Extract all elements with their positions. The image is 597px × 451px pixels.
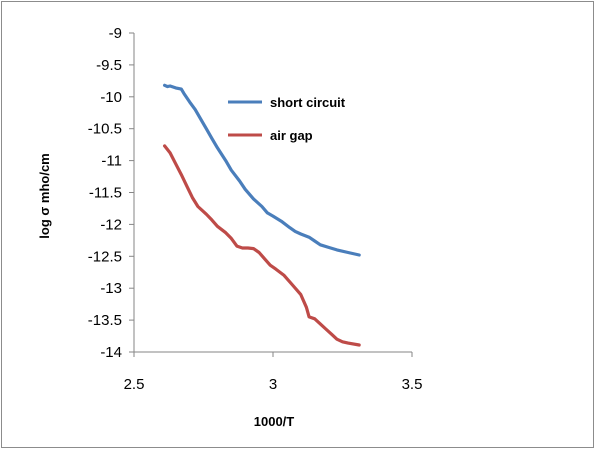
y-axis-ticks: -9 -9.5 -10 -10.5 -11 -11.5 -12 -12.5 -13 -13.5 -1… xyxy=(88,25,134,361)
y-tick-label: -13 xyxy=(100,280,122,297)
x-tick-label: 3.5 xyxy=(402,376,423,393)
series-lines xyxy=(163,83,361,347)
series-line-air-gap xyxy=(163,144,361,347)
legend: short circuit air gap xyxy=(228,95,346,143)
y-axis-title: log σ mho/cm xyxy=(37,153,52,238)
series-line-short-circuit xyxy=(163,83,361,257)
y-tick-label: -13.5 xyxy=(88,312,122,329)
x-axis-ticks: 2.5 3 3.5 xyxy=(124,352,423,393)
y-tick-label: -9 xyxy=(109,25,122,42)
y-tick-label: -9.5 xyxy=(96,57,122,74)
x-tick-label: 2.5 xyxy=(124,376,145,393)
y-tick-label: -12 xyxy=(100,216,122,233)
x-axis-title: 1000/T xyxy=(254,414,295,429)
y-tick-label: -11.5 xyxy=(89,185,122,202)
y-tick-label: -10.5 xyxy=(88,121,122,138)
y-tick-label: -14 xyxy=(100,344,122,361)
legend-label-short-circuit: short circuit xyxy=(270,95,346,110)
y-tick-label: -12.5 xyxy=(88,248,122,265)
axes xyxy=(133,33,412,353)
x-tick-label: 3 xyxy=(269,376,277,393)
legend-label-air-gap: air gap xyxy=(270,128,313,143)
y-tick-label: -11 xyxy=(101,153,122,170)
y-tick-label: -10 xyxy=(100,89,122,106)
